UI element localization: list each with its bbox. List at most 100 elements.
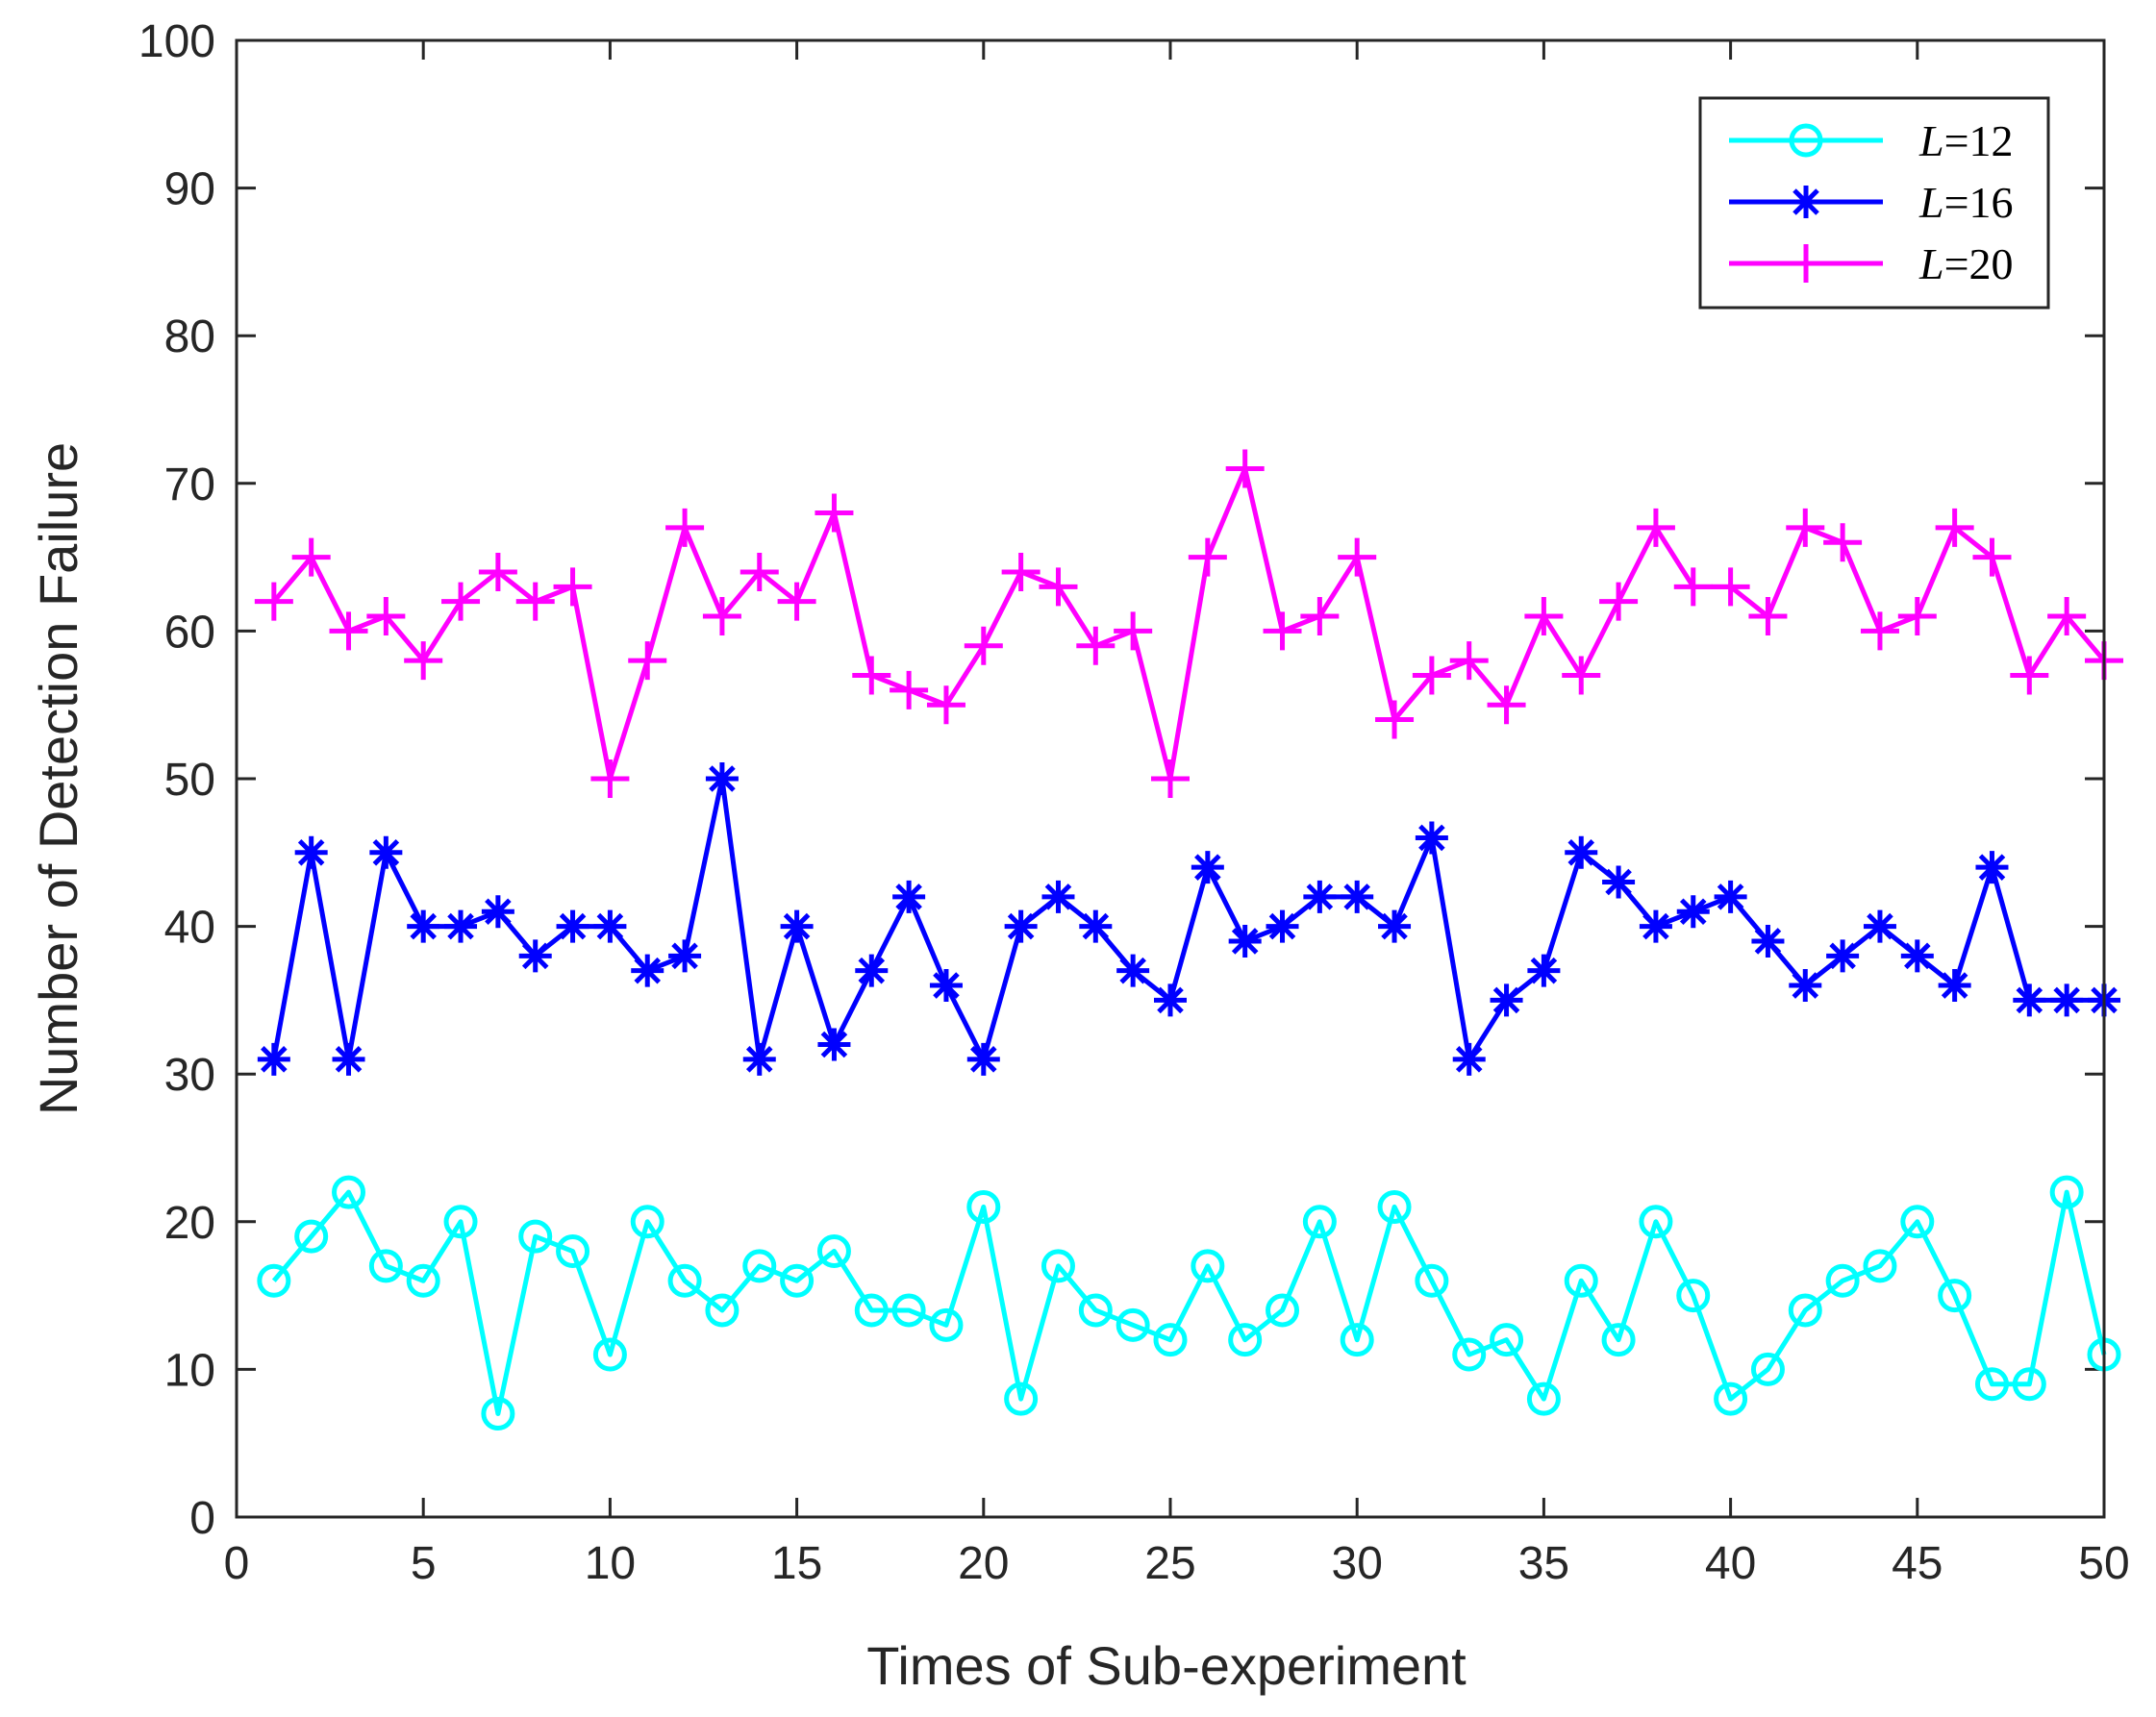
data-point-marker xyxy=(667,1263,702,1298)
y-tick-label: 50 xyxy=(164,755,215,806)
data-point-marker xyxy=(1154,983,1187,1017)
data-point-marker xyxy=(515,582,555,621)
data-point-marker xyxy=(1636,508,1675,547)
data-point-marker xyxy=(1711,567,1750,607)
data-point-marker xyxy=(1751,924,1785,958)
data-point-marker xyxy=(815,493,854,533)
data-point-marker xyxy=(929,969,963,1003)
x-tick-label: 25 xyxy=(1144,1538,1195,1589)
data-point-marker xyxy=(1938,1279,1972,1313)
data-point-marker xyxy=(1863,1249,1897,1283)
data-point-marker xyxy=(257,1263,291,1298)
data-point-marker xyxy=(1601,1323,1636,1357)
data-point-marker xyxy=(628,641,667,681)
data-point-marker xyxy=(1975,851,2009,884)
data-point-marker xyxy=(742,1042,776,1076)
legend-label: L=12 xyxy=(1918,116,2014,165)
data-point-marker xyxy=(631,954,664,987)
data-point-marker xyxy=(1676,1279,1711,1313)
data-point-marker xyxy=(2012,1367,2046,1402)
x-tick-label: 5 xyxy=(411,1538,437,1589)
data-point-marker xyxy=(407,909,440,943)
data-point-marker xyxy=(1377,1189,1412,1224)
data-point-marker xyxy=(1748,597,1788,636)
data-point-marker xyxy=(1001,552,1040,591)
data-point-marker xyxy=(1452,1042,1486,1076)
data-point-marker xyxy=(1673,567,1713,607)
data-point-marker xyxy=(705,1293,740,1328)
data-point-marker xyxy=(1487,685,1526,725)
data-point-marker xyxy=(518,939,552,973)
series-line xyxy=(271,1189,2107,1416)
data-point-marker xyxy=(1415,821,1448,855)
data-point-marker xyxy=(1826,939,1860,973)
data-point-marker xyxy=(366,597,406,636)
data-point-marker xyxy=(1266,1293,1300,1328)
data-point-marker xyxy=(966,1042,1000,1076)
data-point-marker xyxy=(780,1263,815,1298)
series-1 xyxy=(257,1175,2121,1431)
y-tick-label: 20 xyxy=(164,1198,215,1249)
legend: L=12L=16L=20 xyxy=(1698,96,2050,310)
data-point-marker xyxy=(1639,1205,1673,1239)
y-tick-label: 80 xyxy=(164,311,215,362)
data-point-marker xyxy=(817,1028,851,1061)
data-point-marker xyxy=(816,1234,851,1269)
data-point-marker xyxy=(1225,449,1265,488)
x-tick-label: 15 xyxy=(771,1538,822,1589)
y-axis-label: Number of Detection Failure xyxy=(28,442,88,1115)
data-point-marker xyxy=(1116,954,1150,987)
data-point-marker xyxy=(1938,969,1971,1003)
data-point-marker xyxy=(1524,597,1564,636)
y-tick-label: 70 xyxy=(164,460,215,510)
series-line xyxy=(271,465,2106,782)
legend-label: L=16 xyxy=(1918,178,2014,227)
x-tick-label: 50 xyxy=(2078,1538,2129,1589)
data-point-marker xyxy=(1564,1263,1598,1298)
y-tick-label: 40 xyxy=(164,903,215,954)
data-point-marker xyxy=(1526,1381,1561,1416)
legend-marker xyxy=(1787,244,1825,283)
y-tick-label: 30 xyxy=(164,1050,215,1101)
x-tick-label: 30 xyxy=(1332,1538,1383,1589)
legend-marker xyxy=(1790,186,1822,218)
x-tick-label: 10 xyxy=(585,1538,636,1589)
y-tick-label: 0 xyxy=(189,1493,215,1544)
data-point-marker xyxy=(740,552,779,591)
legend-label-variable: L xyxy=(1918,239,1944,288)
data-point-marker xyxy=(1340,1323,1374,1357)
data-point-marker xyxy=(1527,954,1561,987)
y-tick-label: 10 xyxy=(164,1345,215,1396)
data-point-marker xyxy=(368,1249,403,1283)
data-point-marker xyxy=(1825,1263,1860,1298)
data-point-marker xyxy=(855,954,889,987)
data-point-marker xyxy=(1602,865,1636,899)
data-point-marker xyxy=(1565,835,1598,869)
data-point-marker xyxy=(443,1205,478,1239)
data-point-marker xyxy=(1897,597,1937,636)
data-point-marker xyxy=(1863,909,1896,943)
data-point-marker xyxy=(1378,909,1412,943)
legend-label-value: =16 xyxy=(1944,178,2014,227)
data-point-marker xyxy=(404,641,443,681)
data-point-marker xyxy=(1788,1293,1822,1328)
data-point-marker xyxy=(929,1307,964,1342)
data-point-marker xyxy=(1639,909,1672,943)
data-point-marker xyxy=(892,880,926,913)
data-point-marker xyxy=(1900,939,1934,973)
data-point-marker xyxy=(1004,1381,1039,1416)
data-point-marker xyxy=(329,611,368,651)
data-point-marker xyxy=(1151,759,1190,798)
data-point-marker xyxy=(1714,880,1747,913)
data-point-marker xyxy=(481,1396,515,1431)
data-point-marker xyxy=(1449,641,1489,681)
data-point-marker xyxy=(1004,909,1038,943)
y-tick-label: 100 xyxy=(138,16,215,67)
data-point-marker xyxy=(1263,611,1302,651)
data-point-marker xyxy=(593,909,627,943)
data-point-marker xyxy=(2013,983,2046,1017)
y-tick-label: 60 xyxy=(164,607,215,658)
data-point-marker xyxy=(1452,1337,1487,1372)
data-point-marker xyxy=(332,1175,366,1209)
data-point-marker xyxy=(1935,508,1974,547)
